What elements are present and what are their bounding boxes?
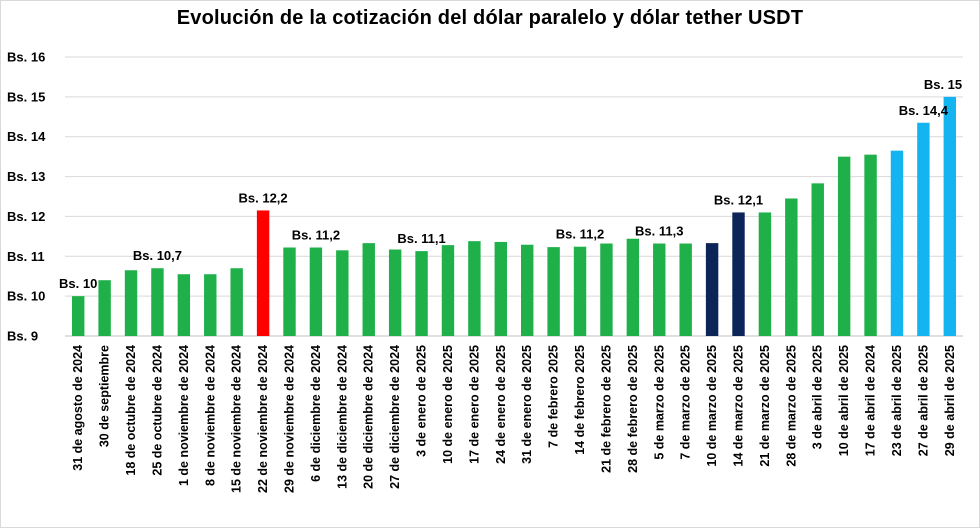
x-category-label: 23 de abril de 2025 <box>890 345 904 456</box>
x-category-label: 14 de marzo de 2025 <box>732 345 746 467</box>
x-category-label: 17 de abril de 2024 <box>864 345 878 456</box>
x-category-label: 6 de diciembre de 2024 <box>309 345 323 482</box>
x-category-label: 30 de septiembre <box>98 345 112 447</box>
y-tick-label: Bs. 10 <box>7 289 45 304</box>
x-category-label: 10 de abril de 2025 <box>837 345 851 456</box>
x-category-label: 27 de diciembre de 2024 <box>388 345 402 489</box>
x-category-label: 1 de noviembre de 2024 <box>177 345 191 486</box>
x-category-label: 3 de enero de 2025 <box>415 345 429 457</box>
bar <box>811 183 824 336</box>
data-label: Bs. 11,1 <box>397 231 445 246</box>
bar <box>494 241 508 336</box>
bar <box>837 156 851 336</box>
bar <box>917 122 930 336</box>
x-category-label: 31 de enero de 2025 <box>520 345 534 464</box>
x-category-label: 17 de enero de 2025 <box>467 345 481 464</box>
x-category-label: 20 de diciembre de 2024 <box>362 345 376 489</box>
bar <box>943 96 957 336</box>
x-category-label: 10 de marzo de 2025 <box>705 345 719 467</box>
x-category-label: 27 de abril de 2025 <box>916 345 930 456</box>
bar <box>177 274 191 336</box>
x-category-label: 13 de diciembre de 2024 <box>335 345 349 489</box>
y-tick-label: Bs. 13 <box>7 169 45 184</box>
bar <box>415 251 428 336</box>
bar <box>520 244 534 336</box>
data-label: Bs. 11,2 <box>556 227 604 242</box>
bar <box>653 243 666 336</box>
x-category-label: 28 de febrero de 2025 <box>626 345 640 473</box>
data-label: Bs. 12,2 <box>239 190 288 205</box>
x-category-label: 15 de noviembre de 2024 <box>230 345 244 493</box>
bar <box>336 250 349 336</box>
data-label: Bs. 14,4 <box>899 103 949 118</box>
data-label: Bs. 10 <box>59 276 97 291</box>
x-category-label: 22 de noviembre de 2024 <box>256 345 270 493</box>
bar <box>626 238 640 336</box>
x-category-label: 25 de octubre de 2024 <box>150 345 164 476</box>
x-category-label: 7 de febrero 2025 <box>547 345 561 448</box>
data-labels: Bs. 10 Bs. 10,7 Bs. 12,2 Bs. 11,2 Bs. 11,1 Bs… <box>59 77 962 291</box>
bar <box>705 243 719 336</box>
bar <box>283 247 296 336</box>
y-tick-label: Bs. 12 <box>7 209 45 224</box>
y-tick-label: Bs. 15 <box>7 89 45 104</box>
bar <box>732 212 745 336</box>
bar <box>309 247 323 336</box>
bar <box>890 150 904 336</box>
data-label: Bs. 15 <box>924 77 962 92</box>
x-category-label: 21 de marzo de 2025 <box>758 345 772 467</box>
bar <box>785 198 798 336</box>
x-category-label: 28 de marzo de 2025 <box>784 345 798 467</box>
x-category-label: 5 de marzo de 2025 <box>652 345 666 460</box>
bar <box>679 243 692 336</box>
bar <box>388 249 402 336</box>
x-category-label: 8 de noviembre de 2024 <box>203 345 217 486</box>
bar <box>758 212 772 336</box>
x-category-label: 31 de agosto de 2024 <box>71 345 85 471</box>
x-category-label: 29 de abril de 2025 <box>943 345 957 456</box>
y-axis-ticks: Bs. 9 Bs. 10 Bs. 11 Bs. 12 Bs. 13 Bs. 14 Bs. 1… <box>7 50 46 344</box>
gridlines <box>65 56 963 337</box>
y-tick-label: Bs. 11 <box>7 249 45 264</box>
y-tick-label: Bs. 14 <box>7 129 46 144</box>
x-category-label: 7 de marzo de 2025 <box>679 345 693 460</box>
bar <box>600 243 613 336</box>
bar <box>124 270 138 336</box>
x-axis-categories: 31 de agosto de 2024 30 de septiembre 18 d… <box>71 345 957 493</box>
x-category-label: 18 de octubre de 2024 <box>124 345 138 476</box>
x-category-label: 24 de enero de 2025 <box>494 345 508 464</box>
y-tick-label: Bs. 16 <box>7 50 45 65</box>
bar <box>573 246 587 336</box>
data-label: Bs. 10,7 <box>133 248 182 263</box>
x-category-label: 14 de febrero 2025 <box>573 345 587 455</box>
x-category-label: 29 de noviembre de 2024 <box>283 345 297 493</box>
bar <box>98 280 111 336</box>
bar <box>71 296 85 336</box>
chart-title: Evolución de la cotización del dólar par… <box>176 7 804 29</box>
bar <box>864 154 877 336</box>
x-category-label: 3 de abril de 2025 <box>811 345 825 449</box>
data-label: Bs. 11,2 <box>292 228 340 243</box>
bar <box>441 245 455 336</box>
bar <box>362 243 375 336</box>
data-label: Bs. 12,1 <box>714 192 763 207</box>
data-label: Bs. 11,3 <box>635 224 683 239</box>
bar <box>151 268 164 336</box>
bars <box>71 96 957 336</box>
bar <box>230 268 243 336</box>
x-category-label: 10 de enero de 2025 <box>441 345 455 464</box>
bar <box>204 274 217 336</box>
bar <box>256 210 270 336</box>
y-tick-label: Bs. 9 <box>7 329 38 344</box>
bar <box>547 247 560 336</box>
bar <box>468 241 481 336</box>
x-category-label: 21 de febrero de 2025 <box>599 345 613 473</box>
